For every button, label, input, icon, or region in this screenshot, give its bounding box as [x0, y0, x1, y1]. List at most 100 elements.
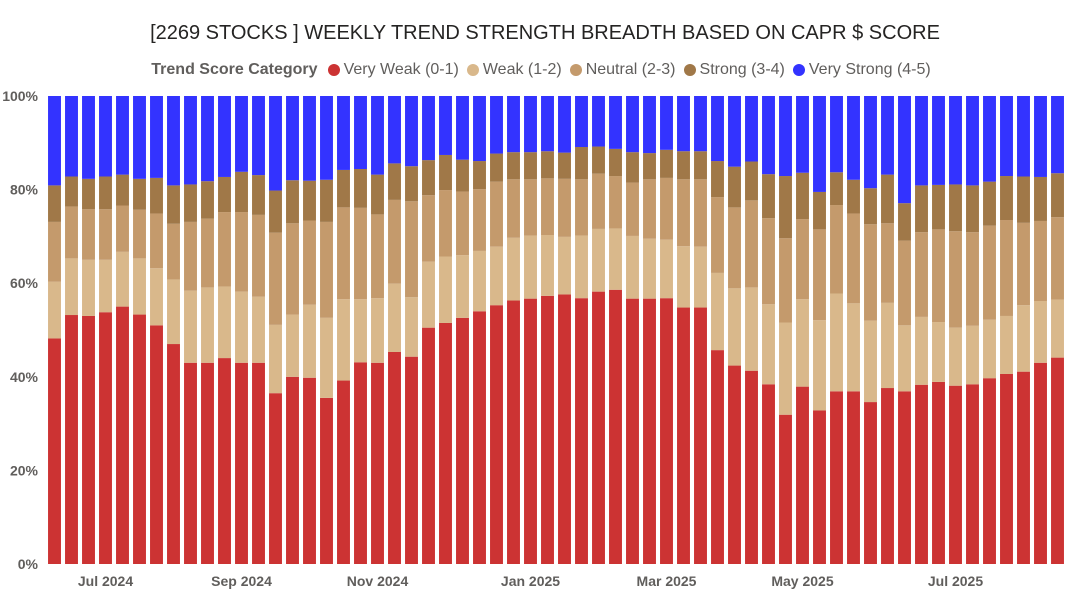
bar-segment-strong[interactable] [524, 152, 537, 180]
bar-segment-weak[interactable] [388, 283, 401, 352]
bar-segment-weak[interactable] [235, 291, 248, 363]
bar-segment-very-weak[interactable] [252, 362, 265, 564]
bar-segment-weak[interactable] [694, 246, 707, 308]
bar-segment-weak[interactable] [337, 299, 350, 381]
bar-segment-weak[interactable] [201, 287, 214, 363]
bar-segment-very-strong[interactable] [983, 96, 996, 182]
bar-segment-weak[interactable] [881, 302, 894, 389]
bar-segment-very-strong[interactable] [558, 96, 571, 153]
bar-segment-weak[interactable] [82, 259, 95, 316]
bar-segment-strong[interactable] [541, 151, 554, 179]
bar-segment-neutral[interactable] [592, 173, 605, 229]
bar-segment-strong[interactable] [1017, 176, 1030, 223]
bar-segment-very-weak[interactable] [1051, 357, 1064, 564]
bar-segment-neutral[interactable] [677, 179, 690, 247]
bar-segment-strong[interactable] [728, 166, 741, 208]
bar-segment-very-weak[interactable] [320, 397, 333, 564]
bar-segment-weak[interactable] [473, 250, 486, 312]
bar-segment-very-strong[interactable] [660, 96, 673, 150]
legend-item-strong[interactable]: Strong (3-4) [683, 61, 785, 79]
bar-segment-strong[interactable] [949, 184, 962, 232]
bar-segment-very-strong[interactable] [677, 96, 690, 152]
bar-segment-strong[interactable] [133, 178, 146, 210]
bar-segment-neutral[interactable] [626, 182, 639, 236]
bar-segment-neutral[interactable] [286, 223, 299, 315]
bar-segment-neutral[interactable] [65, 206, 78, 259]
bar-segment-very-weak[interactable] [133, 314, 146, 564]
bar-segment-very-weak[interactable] [813, 410, 826, 565]
bar-segment-strong[interactable] [337, 169, 350, 208]
bar-segment-very-weak[interactable] [524, 298, 537, 564]
bar-segment-very-strong[interactable] [48, 96, 61, 186]
bar-segment-strong[interactable] [745, 161, 758, 201]
bar-segment-weak[interactable] [320, 317, 333, 398]
bar-segment-weak[interactable] [609, 228, 622, 290]
bar-segment-weak[interactable] [779, 322, 792, 415]
bar-segment-strong[interactable] [82, 178, 95, 210]
bar-segment-neutral[interactable] [167, 223, 180, 280]
bar-segment-very-weak[interactable] [541, 295, 554, 564]
bar-segment-neutral[interactable] [422, 195, 435, 262]
bar-segment-weak[interactable] [813, 320, 826, 411]
bar-segment-very-strong[interactable] [150, 96, 163, 178]
bar-segment-very-weak[interactable] [303, 377, 316, 564]
bar-segment-weak[interactable] [405, 297, 418, 357]
bar-segment-very-strong[interactable] [1017, 96, 1030, 177]
bar-segment-very-strong[interactable] [286, 96, 299, 181]
bar-segment-very-strong[interactable] [354, 96, 367, 170]
bar-segment-weak[interactable] [99, 259, 112, 313]
bar-segment-weak[interactable] [1017, 305, 1030, 372]
bar-segment-strong[interactable] [813, 191, 826, 230]
bar-segment-strong[interactable] [405, 166, 418, 202]
bar-segment-neutral[interactable] [796, 219, 809, 300]
bar-segment-strong[interactable] [966, 185, 979, 233]
bar-segment-weak[interactable] [218, 286, 231, 359]
bar-segment-very-weak[interactable] [932, 381, 945, 564]
bar-segment-very-strong[interactable] [541, 96, 554, 152]
bar-segment-weak[interactable] [116, 251, 129, 307]
bar-segment-very-weak[interactable] [1000, 373, 1013, 564]
bar-segment-strong[interactable] [490, 153, 503, 182]
bar-segment-very-weak[interactable] [48, 338, 61, 564]
bar-segment-neutral[interactable] [898, 240, 911, 326]
bar-segment-neutral[interactable] [932, 229, 945, 323]
bar-segment-very-strong[interactable] [932, 96, 945, 185]
bar-segment-very-weak[interactable] [167, 344, 180, 564]
bar-segment-strong[interactable] [48, 185, 61, 222]
bar-segment-strong[interactable] [473, 161, 486, 190]
bar-segment-very-weak[interactable] [660, 298, 673, 564]
bar-segment-very-weak[interactable] [915, 384, 928, 564]
bar-segment-weak[interactable] [643, 238, 656, 299]
bar-segment-very-strong[interactable] [762, 96, 775, 175]
bar-segment-strong[interactable] [796, 172, 809, 220]
bar-segment-very-strong[interactable] [184, 96, 197, 185]
bar-segment-strong[interactable] [983, 181, 996, 226]
bar-segment-strong[interactable] [881, 174, 894, 224]
bar-segment-very-weak[interactable] [235, 362, 248, 564]
bar-segment-very-weak[interactable] [473, 311, 486, 564]
bar-segment-neutral[interactable] [388, 199, 401, 284]
bar-segment-very-weak[interactable] [847, 391, 860, 564]
bar-segment-strong[interactable] [694, 151, 707, 180]
bar-segment-weak[interactable] [167, 279, 180, 345]
legend-item-very-strong[interactable]: Very Strong (4-5) [792, 61, 931, 79]
bar-segment-very-weak[interactable] [388, 352, 401, 564]
bar-segment-very-weak[interactable] [184, 362, 197, 564]
bar-segment-neutral[interactable] [1000, 220, 1013, 316]
bar-segment-neutral[interactable] [949, 231, 962, 328]
bar-segment-neutral[interactable] [847, 213, 860, 304]
bar-segment-strong[interactable] [830, 172, 843, 206]
bar-segment-weak[interactable] [1000, 315, 1013, 374]
bar-segment-very-weak[interactable] [643, 298, 656, 564]
bar-segment-strong[interactable] [422, 160, 435, 196]
bar-segment-weak[interactable] [269, 324, 282, 394]
bar-segment-neutral[interactable] [983, 225, 996, 320]
bar-segment-weak[interactable] [983, 319, 996, 379]
bar-segment-very-weak[interactable] [558, 294, 571, 564]
bar-segment-very-strong[interactable] [337, 96, 350, 170]
bar-segment-neutral[interactable] [320, 221, 333, 318]
bar-segment-neutral[interactable] [218, 212, 231, 287]
bar-segment-weak[interactable] [133, 258, 146, 315]
bar-segment-strong[interactable] [116, 174, 129, 206]
bar-segment-weak[interactable] [864, 320, 877, 403]
